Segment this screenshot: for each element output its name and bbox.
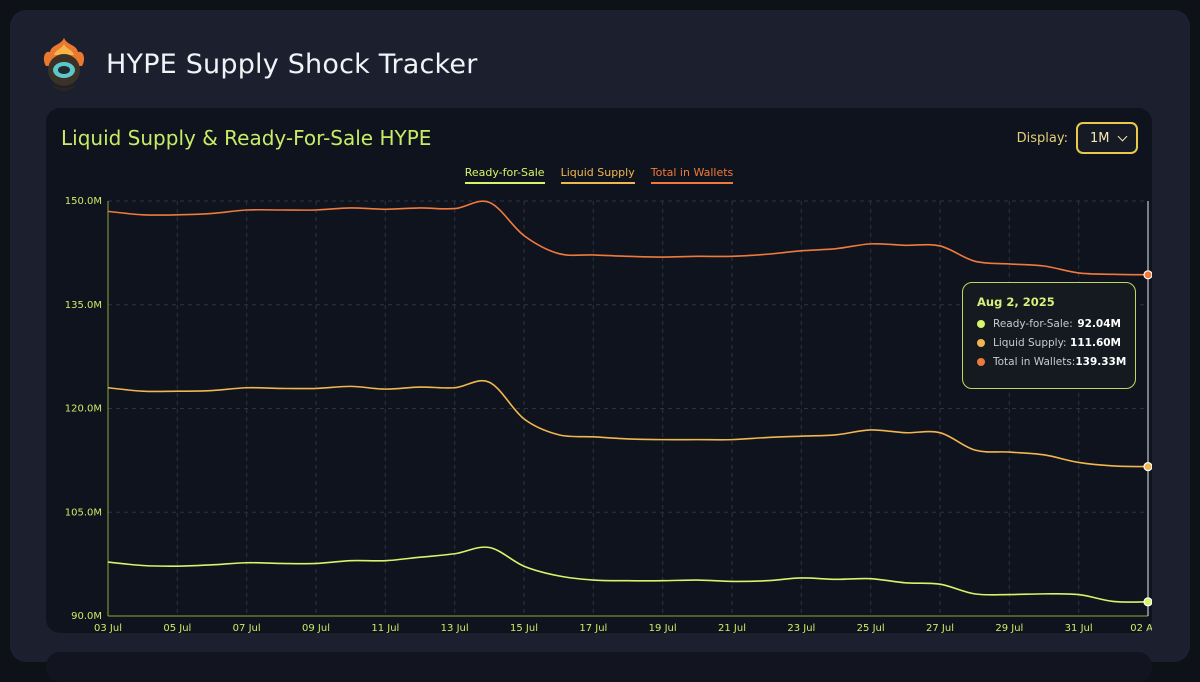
x-tick-label: 15 Jul bbox=[510, 623, 538, 633]
x-tick-label: 09 Jul bbox=[302, 623, 330, 633]
chart-legend: Ready-for-Sale Liquid Supply Total in Wa… bbox=[46, 166, 1152, 184]
tooltip-dot-liquid bbox=[977, 339, 985, 347]
x-tick-label: 21 Jul bbox=[718, 623, 746, 633]
flaming-mascot-icon bbox=[40, 36, 88, 92]
header: HYPE Supply Shock Tracker bbox=[40, 36, 478, 92]
hover-point bbox=[1143, 597, 1152, 607]
x-tick-label: 07 Jul bbox=[233, 623, 261, 633]
x-tick-label: 11 Jul bbox=[371, 623, 399, 633]
legend-item-liquid-supply[interactable]: Liquid Supply bbox=[560, 166, 635, 184]
hover-point bbox=[1143, 270, 1152, 280]
x-tick-label: 02 Aug bbox=[1130, 623, 1152, 633]
range-select-value: 1M bbox=[1090, 130, 1110, 146]
range-select[interactable]: 1M bbox=[1076, 122, 1138, 154]
tooltip-label: Total in Wallets: bbox=[993, 356, 1076, 368]
tooltip-dot-total bbox=[977, 358, 985, 366]
x-tick-label: 17 Jul bbox=[579, 623, 607, 633]
tooltip-date: Aug 2, 2025 bbox=[977, 295, 1055, 309]
tooltip-dot-ready bbox=[977, 320, 985, 328]
display-control: Display: 1M bbox=[1017, 122, 1138, 154]
x-tick-label: 25 Jul bbox=[857, 623, 885, 633]
x-tick-label: 23 Jul bbox=[787, 623, 815, 633]
y-tick-label: 90.0M bbox=[71, 611, 102, 622]
x-tick-label: 29 Jul bbox=[995, 623, 1023, 633]
tooltip-row-ready: Ready-for-Sale: 92.04M bbox=[977, 318, 1121, 330]
next-card bbox=[46, 652, 1152, 682]
tooltip-value: 139.33M bbox=[1075, 356, 1127, 368]
app-page: HYPE Supply Shock Tracker Liquid Supply … bbox=[10, 10, 1190, 682]
series-line-liquid-supply bbox=[107, 379, 1149, 468]
page-title: HYPE Supply Shock Tracker bbox=[106, 48, 478, 80]
x-tick-label: 03 Jul bbox=[94, 623, 122, 633]
tooltip-row-liquid: Liquid Supply: 111.60M bbox=[977, 337, 1121, 349]
tooltip-value: 111.60M bbox=[1070, 337, 1121, 349]
chart-tooltip: Aug 2, 2025 Ready-for-Sale: 92.04M Liqui… bbox=[962, 282, 1136, 389]
tooltip-label: Liquid Supply: bbox=[993, 337, 1067, 349]
series-line-total-in-wallets bbox=[107, 200, 1149, 276]
tooltip-row-total: Total in Wallets: 139.33M bbox=[977, 356, 1126, 368]
y-tick-label: 150.0M bbox=[65, 196, 102, 207]
y-tick-label: 105.0M bbox=[65, 507, 102, 518]
display-label: Display: bbox=[1016, 130, 1068, 146]
tooltip-label: Ready-for-Sale: bbox=[993, 318, 1073, 330]
chart-card: Liquid Supply & Ready-For-Sale HYPE Disp… bbox=[46, 108, 1152, 633]
y-tick-label: 135.0M bbox=[65, 300, 102, 311]
x-tick-label: 31 Jul bbox=[1065, 623, 1093, 633]
x-tick-label: 05 Jul bbox=[163, 623, 191, 633]
y-tick-label: 120.0M bbox=[65, 404, 102, 415]
x-tick-label: 27 Jul bbox=[926, 623, 954, 633]
x-tick-label: 13 Jul bbox=[441, 623, 469, 633]
hover-point bbox=[1143, 462, 1152, 472]
series-line-ready-for-sale bbox=[107, 546, 1149, 603]
legend-item-ready-for-sale[interactable]: Ready-for-Sale bbox=[464, 166, 545, 184]
legend-item-total-in-wallets[interactable]: Total in Wallets bbox=[650, 166, 734, 184]
x-tick-label: 19 Jul bbox=[649, 623, 677, 633]
chart-title: Liquid Supply & Ready-For-Sale HYPE bbox=[61, 126, 432, 150]
tooltip-value: 92.04M bbox=[1077, 318, 1121, 330]
